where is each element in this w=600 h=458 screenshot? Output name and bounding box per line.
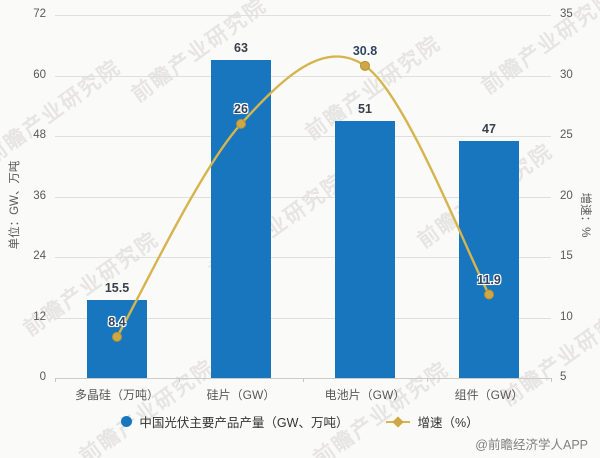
right-axis-title: 增速：% [579, 192, 591, 238]
bar-value-label: 51 [358, 101, 372, 116]
grid-line [55, 75, 551, 77]
line-value-label: 8.4 [108, 314, 126, 329]
legend-item-growth: 增速（%） [386, 412, 479, 431]
x-axis-tick-mark [551, 378, 552, 382]
grid-line [55, 15, 551, 16]
right-axis-tick-label: 20 [560, 189, 573, 202]
x-axis-tick-mark [55, 378, 56, 382]
x-axis-tick-mark [303, 378, 304, 382]
right-axis-tick-label: 35 [560, 8, 573, 20]
bar [87, 299, 147, 378]
left-axis-tick-label: 12 [33, 310, 46, 323]
left-axis-tick-label: 72 [33, 8, 46, 20]
legend-growth-label: 增速（%） [417, 416, 479, 430]
left-axis-title: 单位：GW、万吨 [9, 160, 21, 250]
line-value-label: 26 [234, 101, 248, 116]
left-axis-tick-label: 24 [33, 250, 46, 262]
x-axis-tick-mark [179, 378, 180, 382]
line-value-label: 30.8 [352, 43, 378, 58]
line-point-marker [360, 60, 370, 71]
left-axis-tick-label: 36 [33, 189, 46, 202]
x-axis-category-label: 多晶硅（万吨） [74, 388, 160, 402]
bar [335, 120, 395, 378]
left-axis-tick-label: 60 [33, 68, 46, 81]
right-axis-tick-label: 15 [560, 250, 573, 262]
line-value-label: 11.9 [477, 272, 501, 287]
right-axis-tick-label: 5 [560, 371, 567, 383]
right-axis-tick-label: 25 [560, 129, 573, 141]
x-axis-category-label: 硅片（GW） [206, 388, 276, 402]
x-axis-tick-mark [427, 378, 428, 382]
bar-value-label: 15.5 [104, 280, 130, 295]
legend-item-production: 中国光伏主要产品产量（GW、万吨） [121, 412, 348, 431]
bar [459, 141, 519, 378]
right-axis-tick-label: 10 [560, 310, 573, 323]
bar-value-label: 47 [482, 122, 496, 137]
legend-diamond-icon [392, 415, 405, 428]
legend-production-label: 中国光伏主要产品产量（GW、万吨） [139, 416, 349, 430]
bar-value-label: 63 [234, 41, 248, 56]
legend-line-marker-icon [386, 415, 411, 428]
legend: 中国光伏主要产品产量（GW、万吨） 增速（%） [0, 412, 600, 431]
x-axis-category-label: 电池片（GW） [324, 388, 406, 402]
x-axis-category-label: 组件（GW） [454, 388, 524, 402]
left-axis-tick-label: 0 [39, 371, 46, 383]
grid-line [55, 136, 551, 137]
left-axis-tick-label: 48 [33, 129, 46, 141]
right-axis-tick-label: 30 [560, 68, 573, 81]
legend-bar-marker-icon [121, 416, 133, 427]
credit-text: @前瞻经济学人APP [475, 438, 588, 452]
